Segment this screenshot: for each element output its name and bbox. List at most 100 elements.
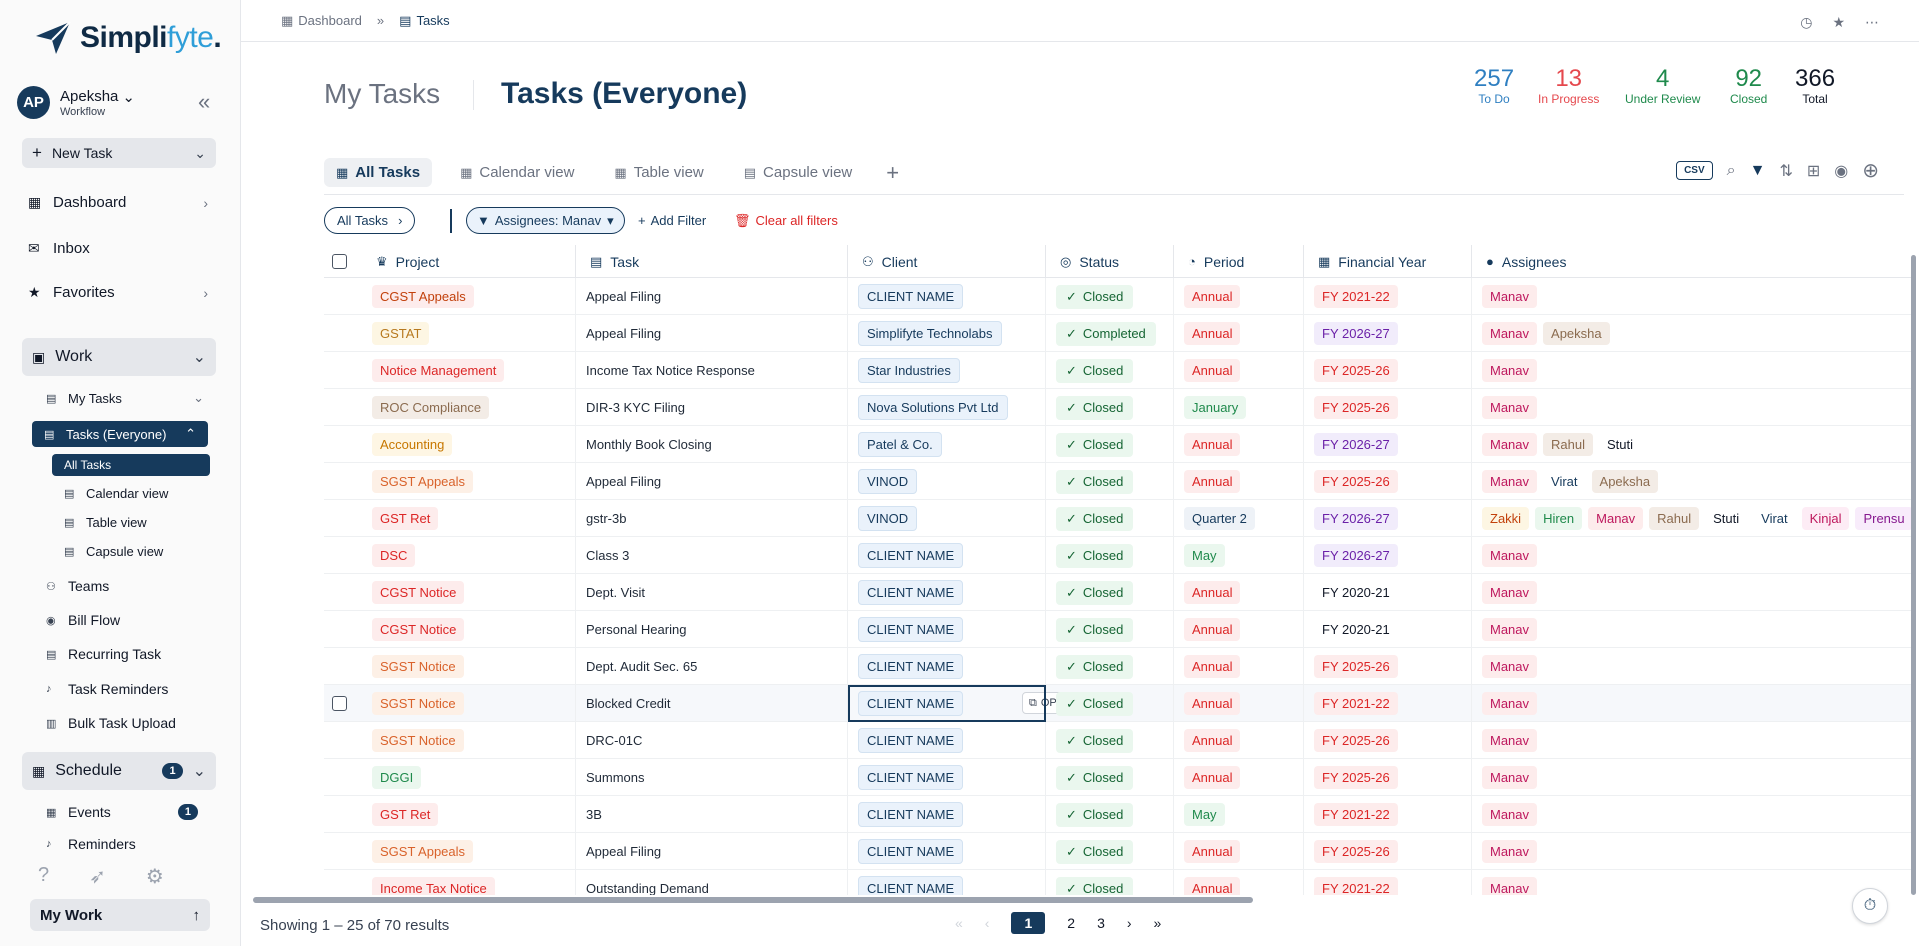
cell-assignees[interactable]: Manav xyxy=(1472,833,1912,870)
cell-client[interactable]: VINOD xyxy=(848,500,1046,537)
cell-client[interactable]: CLIENT NAME xyxy=(848,685,1046,722)
task-name[interactable]: Appeal Filing xyxy=(586,289,662,304)
cell-project[interactable]: SGST Appeals xyxy=(362,463,576,500)
cell-task[interactable]: 3B xyxy=(576,796,848,833)
cell-task[interactable]: Monthly Book Closing xyxy=(576,426,848,463)
table-row[interactable]: GST Ret gstr-3b VINOD ✓ Closed Quarter 2 FY 20… xyxy=(324,500,1912,537)
column-assignees[interactable]: ● Assignees xyxy=(1486,253,1567,270)
cell-fy[interactable]: FY 2025-26 xyxy=(1304,759,1472,796)
cell-task[interactable]: Outstanding Demand xyxy=(576,870,848,895)
table-row[interactable]: Income Tax Notice Outstanding Demand CLIEN… xyxy=(324,870,1912,895)
cell-period[interactable]: Annual xyxy=(1174,685,1304,722)
cell-fy[interactable]: FY 2020-21 xyxy=(1304,574,1472,611)
cell-status[interactable]: ✓ Closed xyxy=(1046,648,1174,685)
cell-client[interactable]: CLIENT NAME xyxy=(848,611,1046,648)
cell-assignees[interactable]: Manav xyxy=(1472,537,1912,574)
cell-status[interactable]: ✓ Closed xyxy=(1046,870,1174,895)
cell-project[interactable]: SGST Notice xyxy=(362,685,576,722)
cell-fy[interactable]: FY 2025-26 xyxy=(1304,833,1472,870)
sidebar-item-tasks-everyone[interactable]: ▤ Tasks (Everyone) ⌃ xyxy=(32,421,208,447)
table-row[interactable]: CGST Notice Personal Hearing CLIENT NAME ✓ C… xyxy=(324,611,1912,648)
cell-period[interactable]: May xyxy=(1174,537,1304,574)
cell-task[interactable]: Class 3 xyxy=(576,537,848,574)
prev-page-button[interactable]: ‹ xyxy=(984,915,990,931)
cell-task[interactable]: Appeal Filing xyxy=(576,463,848,500)
task-name[interactable]: Income Tax Notice Response xyxy=(586,363,755,378)
cell-assignees[interactable]: Manav xyxy=(1472,759,1912,796)
clock-icon[interactable]: ◷ xyxy=(1800,14,1813,30)
task-name[interactable]: Summons xyxy=(586,770,645,785)
sidebar-section-work[interactable]: ▣ Work ⌄ xyxy=(22,338,216,376)
task-name[interactable]: Appeal Filing xyxy=(586,474,662,489)
timer-icon[interactable]: ⏱ xyxy=(1852,888,1888,924)
task-name[interactable]: Dept. Visit xyxy=(586,585,646,600)
cell-status[interactable]: ✓ Closed xyxy=(1046,463,1174,500)
cell-project[interactable]: DSC xyxy=(362,537,576,574)
cell-fy[interactable]: FY 2021-22 xyxy=(1304,870,1472,895)
cell-period[interactable]: Annual xyxy=(1174,278,1304,315)
stat-in-progress[interactable]: 13 In Progress xyxy=(1538,65,1600,107)
tab-my-tasks[interactable]: My Tasks xyxy=(324,78,441,109)
cell-fy[interactable]: FY 2021-22 xyxy=(1304,278,1472,315)
task-name[interactable]: 3B xyxy=(586,807,602,822)
task-name[interactable]: Monthly Book Closing xyxy=(586,437,712,452)
table-row[interactable]: SGST Appeals Appeal Filing CLIENT NAME ✓ Clo… xyxy=(324,833,1912,870)
csv-export-button[interactable]: CSV xyxy=(1676,161,1713,180)
rocket-icon[interactable]: ➶ xyxy=(89,866,106,888)
vertical-scroll-thumb[interactable] xyxy=(1911,255,1916,895)
cell-fy[interactable]: FY 2025-26 xyxy=(1304,389,1472,426)
stat-todo[interactable]: 257 To Do xyxy=(1474,65,1515,107)
column-period[interactable]: ◔ Period xyxy=(1174,245,1304,278)
column-status[interactable]: ◎ Status xyxy=(1046,245,1174,278)
sidebar-item-inbox[interactable]: ✉ Inbox xyxy=(28,240,90,257)
star-icon[interactable]: ★ xyxy=(1832,14,1845,30)
cell-client[interactable]: Simplifyte Technolabs xyxy=(848,315,1046,352)
sort-icon[interactable]: ⇅ xyxy=(1779,162,1793,180)
cell-assignees[interactable]: Manav xyxy=(1472,722,1912,759)
cell-period[interactable]: May xyxy=(1174,796,1304,833)
cell-project[interactable]: SGST Notice xyxy=(362,722,576,759)
group-icon[interactable]: ⊞ xyxy=(1806,162,1821,180)
cell-period[interactable]: Annual xyxy=(1174,833,1304,870)
cell-status[interactable]: ✓ Closed xyxy=(1046,278,1174,315)
tab-calendar-view[interactable]: ▦ Calendar view xyxy=(460,164,575,181)
cell-period[interactable]: Quarter 2 xyxy=(1174,500,1304,537)
sidebar-item-capsule-view[interactable]: ▤ Capsule view xyxy=(64,544,164,559)
cell-assignees[interactable]: Manav xyxy=(1472,870,1912,895)
last-page-button[interactable]: » xyxy=(1153,915,1162,931)
sidebar-item-teams[interactable]: ⚇ Teams xyxy=(46,578,110,594)
user-menu[interactable]: AP Apeksha ⌄ Workflow xyxy=(17,86,135,119)
cell-task[interactable]: Appeal Filing xyxy=(576,833,848,870)
cell-assignees[interactable]: Manav xyxy=(1472,352,1912,389)
cell-task[interactable]: Appeal Filing xyxy=(576,315,848,352)
cell-client[interactable]: VINOD xyxy=(848,463,1046,500)
cell-project[interactable]: CGST Notice xyxy=(362,611,576,648)
cell-client[interactable]: CLIENT NAME xyxy=(848,537,1046,574)
cell-fy[interactable]: FY 2020-21 xyxy=(1304,611,1472,648)
cell-status[interactable]: ✓ Closed xyxy=(1046,500,1174,537)
table-row[interactable]: SGST Appeals Appeal Filing VINOD ✓ Closed Ann… xyxy=(324,463,1912,500)
cell-project[interactable]: GST Ret xyxy=(362,796,576,833)
horizontal-scroll-thumb[interactable] xyxy=(253,897,1253,903)
sidebar-item-favorites[interactable]: ★ Favorites › xyxy=(28,284,208,301)
cell-project[interactable]: SGST Notice xyxy=(362,648,576,685)
cell-client[interactable]: CLIENT NAME xyxy=(848,648,1046,685)
sidebar-item-dashboard[interactable]: ▦ Dashboard › xyxy=(28,194,208,211)
tab-capsule-view[interactable]: ▤ Capsule view xyxy=(743,164,853,181)
cell-task[interactable]: Summons xyxy=(576,759,848,796)
cell-fy[interactable]: FY 2025-26 xyxy=(1304,722,1472,759)
table-row[interactable]: DSC Class 3 CLIENT NAME ✓ Closed May FY 2026-2… xyxy=(324,537,1912,574)
table-row[interactable]: GST Ret 3B CLIENT NAME ✓ Closed May FY 2021-22… xyxy=(324,796,1912,833)
next-page-button[interactable]: › xyxy=(1126,915,1132,931)
help-icon[interactable]: ? xyxy=(38,864,50,886)
first-page-button[interactable]: « xyxy=(955,915,963,931)
table-row[interactable]: GSTAT Appeal Filing Simplifyte Technolabs ✓… xyxy=(324,315,1912,352)
cell-period[interactable]: Annual xyxy=(1174,759,1304,796)
cell-client[interactable]: CLIENT NAME xyxy=(848,722,1046,759)
task-name[interactable]: Blocked Credit xyxy=(586,696,671,711)
cell-period[interactable]: Annual xyxy=(1174,463,1304,500)
cell-assignees[interactable]: Manav xyxy=(1472,685,1912,722)
sidebar-item-events[interactable]: ▦ Events 1 xyxy=(46,804,198,820)
filter-icon[interactable]: ▼ xyxy=(1749,161,1766,179)
cell-assignees[interactable]: Manav xyxy=(1472,648,1912,685)
